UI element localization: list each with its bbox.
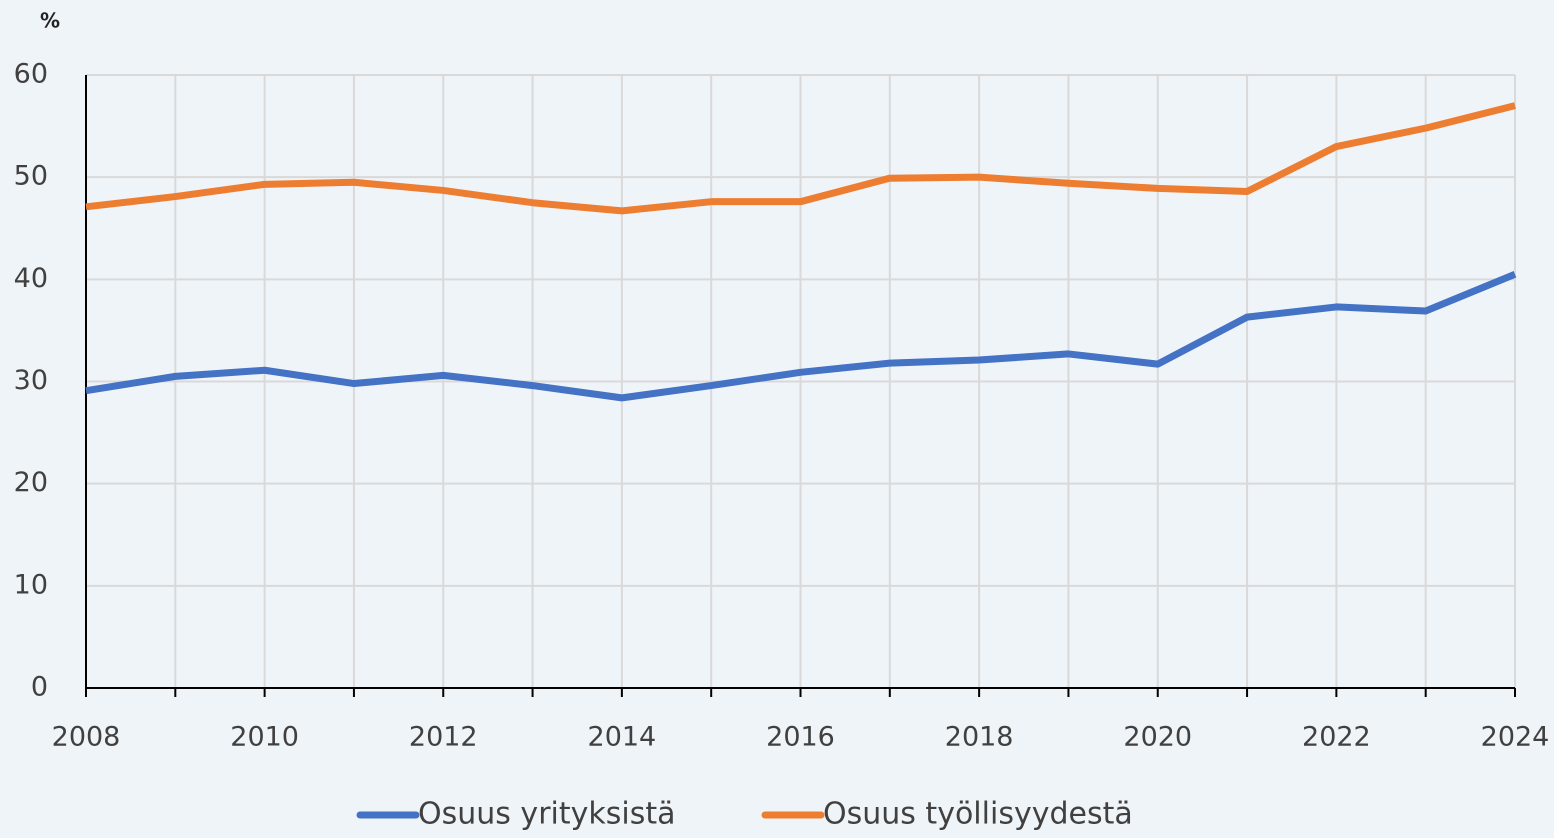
x-tick-label: 2010 xyxy=(230,722,299,753)
series-line xyxy=(85,102,1516,215)
y-tick-label: 60 xyxy=(14,59,48,90)
y-tick-label: 10 xyxy=(14,569,48,600)
x-tick-label: 2016 xyxy=(766,722,835,753)
y-tick-label: 40 xyxy=(14,263,48,294)
x-tick-label: 2008 xyxy=(52,722,121,753)
y-unit-label: % xyxy=(40,9,60,33)
x-tick-label: 2022 xyxy=(1302,722,1371,753)
y-tick-label: 30 xyxy=(14,365,48,396)
x-tick-label: 2020 xyxy=(1123,722,1192,753)
x-tick-label: 2024 xyxy=(1481,722,1550,753)
x-tick-label: 2012 xyxy=(409,722,478,753)
legend-label: Osuus työllisyydestä xyxy=(823,797,1133,832)
y-tick-label: 0 xyxy=(31,672,48,703)
x-tick-label: 2014 xyxy=(588,722,657,753)
legend-label: Osuus yrityksistä xyxy=(418,797,676,832)
x-tick-label: 2018 xyxy=(945,722,1014,753)
y-tick-label: 20 xyxy=(14,467,48,498)
series-line xyxy=(85,270,1517,402)
y-tick-label: 50 xyxy=(14,161,48,192)
